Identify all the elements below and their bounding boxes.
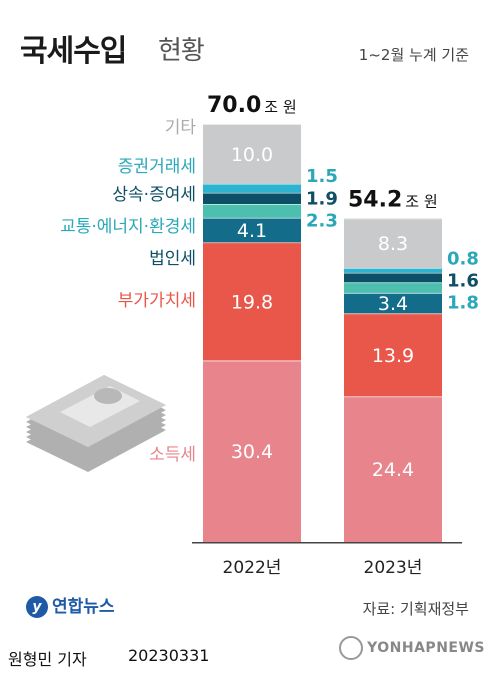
bar-segment <box>203 217 301 243</box>
reporter-name: 원형민 기자 <box>8 650 87 669</box>
watermark-icon <box>339 636 364 660</box>
segment-divider <box>203 242 301 244</box>
bar-segment <box>203 192 301 204</box>
watermark-text: YONHAPNEWS <box>367 640 485 656</box>
series-label: 증권거래세 <box>118 157 196 177</box>
segment-divider <box>344 396 442 398</box>
logo-text: 연합뉴스 <box>52 597 115 617</box>
money-bill-portrait <box>94 388 122 404</box>
segment-divider <box>344 218 442 220</box>
segment-divider <box>344 293 442 294</box>
yonhap-logo-icon: y <box>26 596 48 618</box>
publish-date: 20230331 <box>128 646 210 665</box>
watermark: YONHAPNEWS <box>339 636 485 660</box>
segment-divider <box>203 204 301 205</box>
series-label: 부가가치세 <box>118 291 196 311</box>
bar-value-label: 10.0 <box>231 144 273 166</box>
side-value-label: 1.9 <box>306 188 338 209</box>
bar-segment <box>344 218 442 268</box>
bar-segment <box>203 183 301 193</box>
side-value-label: 1.8 <box>447 292 479 313</box>
basis-note: 1~2월 누계 기준 <box>358 46 469 64</box>
total-label: 70.0 조 원 <box>207 93 297 118</box>
side-value-label: 2.3 <box>306 210 338 231</box>
bar-segment <box>344 272 442 283</box>
series-label: 법인세 <box>149 249 196 269</box>
bar-segment <box>344 267 442 273</box>
series-label: 교통·에너지·환경세 <box>60 217 196 237</box>
chart-subtitle: 현황 <box>158 36 205 66</box>
segment-divider <box>344 282 442 284</box>
total-label: 54.2 조 원 <box>348 187 438 212</box>
side-value-label: 1.5 <box>306 166 338 187</box>
segment-divider <box>344 313 442 315</box>
bar-value-label: 24.4 <box>372 459 414 481</box>
bar-value-label: 8.3 <box>378 233 408 255</box>
side-value-label: 1.6 <box>447 270 479 291</box>
bar-value-label: 30.4 <box>231 441 273 463</box>
segment-divider <box>203 183 301 185</box>
series-label: 상속·증여세 <box>112 185 196 205</box>
segment-divider <box>203 217 301 219</box>
segment-divider <box>203 124 301 125</box>
bar-segment <box>344 313 442 397</box>
series-label: 소득세 <box>149 445 196 465</box>
bar-segment <box>344 293 442 314</box>
segment-divider <box>344 267 442 269</box>
segment-divider <box>203 192 301 194</box>
side-value-label: 0.8 <box>447 248 479 269</box>
yonhap-logo: y 연합뉴스 <box>26 592 115 618</box>
bar-segment <box>203 242 301 361</box>
bar-segment <box>203 204 301 218</box>
bar-segment <box>203 124 301 184</box>
bar-value-label: 4.1 <box>237 220 267 242</box>
x-axis-line <box>192 542 462 544</box>
stacked-bar-chart: 30.4 19.8 4.1 10.0 1.51.92.3 24.4 13.9 3.4 8.3 0.… <box>26 93 479 578</box>
segment-divider <box>344 272 442 274</box>
x-tick-label: 2023년 <box>364 558 423 578</box>
bar-segment <box>344 396 442 542</box>
bar-segment <box>203 360 301 542</box>
bar-value-label: 13.9 <box>372 345 414 367</box>
bar-segment <box>344 282 442 293</box>
bar-value-label: 3.4 <box>378 293 408 315</box>
bar-value-label: 19.8 <box>231 291 273 313</box>
money-stack-illustration <box>26 375 166 472</box>
segment-divider <box>203 360 301 362</box>
series-label: 기타 <box>165 118 197 138</box>
x-tick-label: 2022년 <box>223 558 282 578</box>
chart-title: 국세수입 <box>20 34 127 69</box>
source-note: 자료: 기획재정부 <box>362 600 469 618</box>
